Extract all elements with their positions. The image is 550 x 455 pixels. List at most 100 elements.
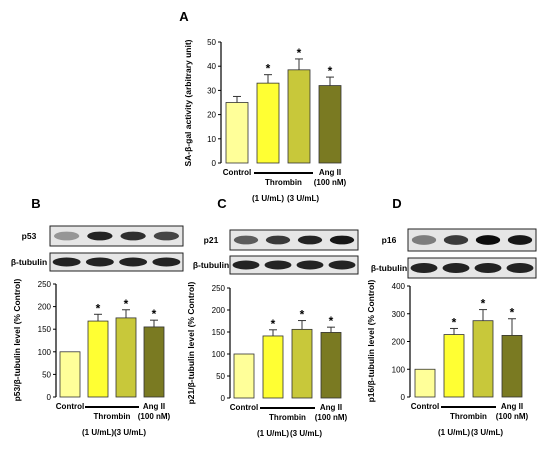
blot-band [87, 231, 113, 241]
y-tick-label: 50 [216, 372, 225, 381]
y-axis-label: p53/β-tubulin level (% Control) [12, 278, 22, 401]
bar [443, 334, 465, 398]
blot-band [153, 231, 180, 241]
blot-label: p53 [22, 231, 37, 241]
blot-band [297, 235, 323, 245]
y-tick-label: 0 [212, 159, 217, 168]
category-label: Ang II [501, 402, 523, 411]
y-tick-label: 20 [207, 111, 216, 120]
blot-strip-target [407, 228, 537, 252]
significance-star: * [266, 62, 271, 76]
blot-label-tubulin: β-tubulin [193, 260, 229, 270]
blot-band [328, 260, 356, 270]
y-tick-label: 200 [392, 338, 406, 347]
blot-band [264, 260, 292, 270]
bar [287, 69, 311, 164]
significance-star: * [328, 64, 333, 78]
blot-band [475, 235, 501, 245]
bar [115, 317, 137, 398]
category-label: Control [411, 402, 439, 411]
blot-band [119, 257, 148, 267]
blot-band [232, 260, 260, 270]
category-label: Thrombin [265, 178, 302, 187]
blot-strip-target [229, 229, 359, 251]
blot-band [85, 257, 114, 267]
blot-band [443, 235, 469, 245]
category-label: (3 U/mL) [114, 428, 146, 437]
bar [501, 334, 523, 398]
blot-strip-target [49, 225, 184, 247]
category-label: Thrombin [269, 413, 306, 422]
panel-A: A 0 10 20 30 40 50 SA-β-gal activity (arbitrary… [179, 9, 346, 203]
significance-star: * [329, 314, 334, 328]
category-label: (1 U/mL) [257, 429, 289, 438]
bar [143, 326, 165, 398]
y-axis-label: SA-β-gal activity (arbitrary unit) [183, 39, 193, 166]
blot-label-tubulin: β-tubulin [11, 257, 47, 267]
y-tick-label: 50 [207, 38, 216, 47]
blot-band [506, 263, 534, 273]
blot-band [474, 263, 502, 273]
blot-band [53, 231, 80, 241]
blot-band [233, 235, 259, 245]
y-tick-label: 40 [207, 62, 216, 71]
y-tick-label: 50 [42, 370, 51, 379]
y-tick-label: 250 [212, 284, 226, 293]
y-axis-label: p21/β-tubulin level (% Control) [186, 281, 196, 404]
blot-band [410, 263, 438, 273]
significance-star: * [124, 297, 129, 311]
category-label: Control [223, 168, 251, 177]
y-tick-label: 250 [38, 280, 52, 289]
blot-band [329, 235, 355, 245]
y-tick-label: 0 [221, 394, 226, 403]
category-label: (100 nM) [138, 412, 171, 421]
blot-band [296, 260, 324, 270]
significance-star: * [297, 46, 302, 60]
blot-band [507, 235, 533, 245]
blot-band [442, 263, 470, 273]
category-label: Ang II [320, 403, 342, 412]
category-label: Thrombin [94, 412, 131, 421]
significance-star: * [452, 315, 457, 329]
panel-letter: A [179, 9, 189, 24]
category-label: Control [230, 403, 258, 412]
bar [262, 335, 284, 399]
category-label: Ang II [143, 402, 165, 411]
significance-star: * [271, 317, 276, 331]
y-tick-label: 400 [392, 282, 406, 291]
y-axis-label: p16/β-tubulin level (% Control) [366, 279, 376, 402]
bar [291, 328, 313, 399]
bar [87, 320, 109, 398]
panel-letter: B [31, 196, 40, 211]
significance-star: * [481, 297, 486, 311]
y-tick-label: 0 [401, 393, 406, 402]
category-label: (3 U/mL) [290, 429, 322, 438]
category-label: (100 nM) [314, 178, 347, 187]
blot-label: p16 [382, 235, 397, 245]
significance-star: * [96, 301, 101, 315]
blot-band [152, 257, 181, 267]
category-label: (3 U/mL) [471, 428, 503, 437]
blot-label-tubulin: β-tubulin [371, 263, 407, 273]
bar [256, 82, 280, 164]
blot-label: p21 [204, 235, 219, 245]
y-tick-label: 100 [38, 348, 52, 357]
blot-band [265, 235, 291, 245]
y-tick-label: 100 [212, 350, 226, 359]
blot-strip-tubulin [407, 257, 537, 279]
panel-letter: C [217, 196, 227, 211]
y-tick-label: 10 [207, 135, 216, 144]
significance-star: * [300, 308, 305, 322]
y-tick-label: 30 [207, 86, 216, 95]
y-tick-label: 200 [38, 303, 52, 312]
blot-band [411, 235, 437, 245]
y-tick-label: 150 [212, 328, 226, 337]
category-label: (100 nM) [315, 413, 348, 422]
category-label: (100 nM) [496, 412, 529, 421]
blot-band [120, 231, 146, 241]
significance-star: * [510, 306, 515, 320]
bar [233, 353, 255, 399]
category-label: (1 U/mL) [438, 428, 470, 437]
